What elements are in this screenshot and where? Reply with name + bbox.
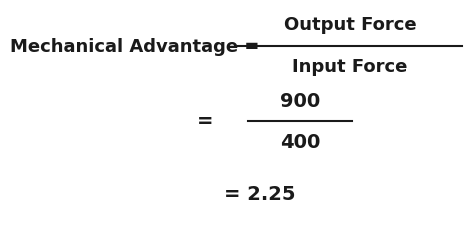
- Text: =: =: [197, 112, 220, 131]
- Text: Output Force: Output Force: [284, 16, 416, 34]
- Text: Mechanical Advantage =: Mechanical Advantage =: [10, 38, 266, 56]
- Text: 900: 900: [280, 92, 320, 111]
- Text: 400: 400: [280, 132, 320, 151]
- Text: Input Force: Input Force: [292, 58, 408, 76]
- Text: = 2.25: = 2.25: [224, 185, 296, 204]
